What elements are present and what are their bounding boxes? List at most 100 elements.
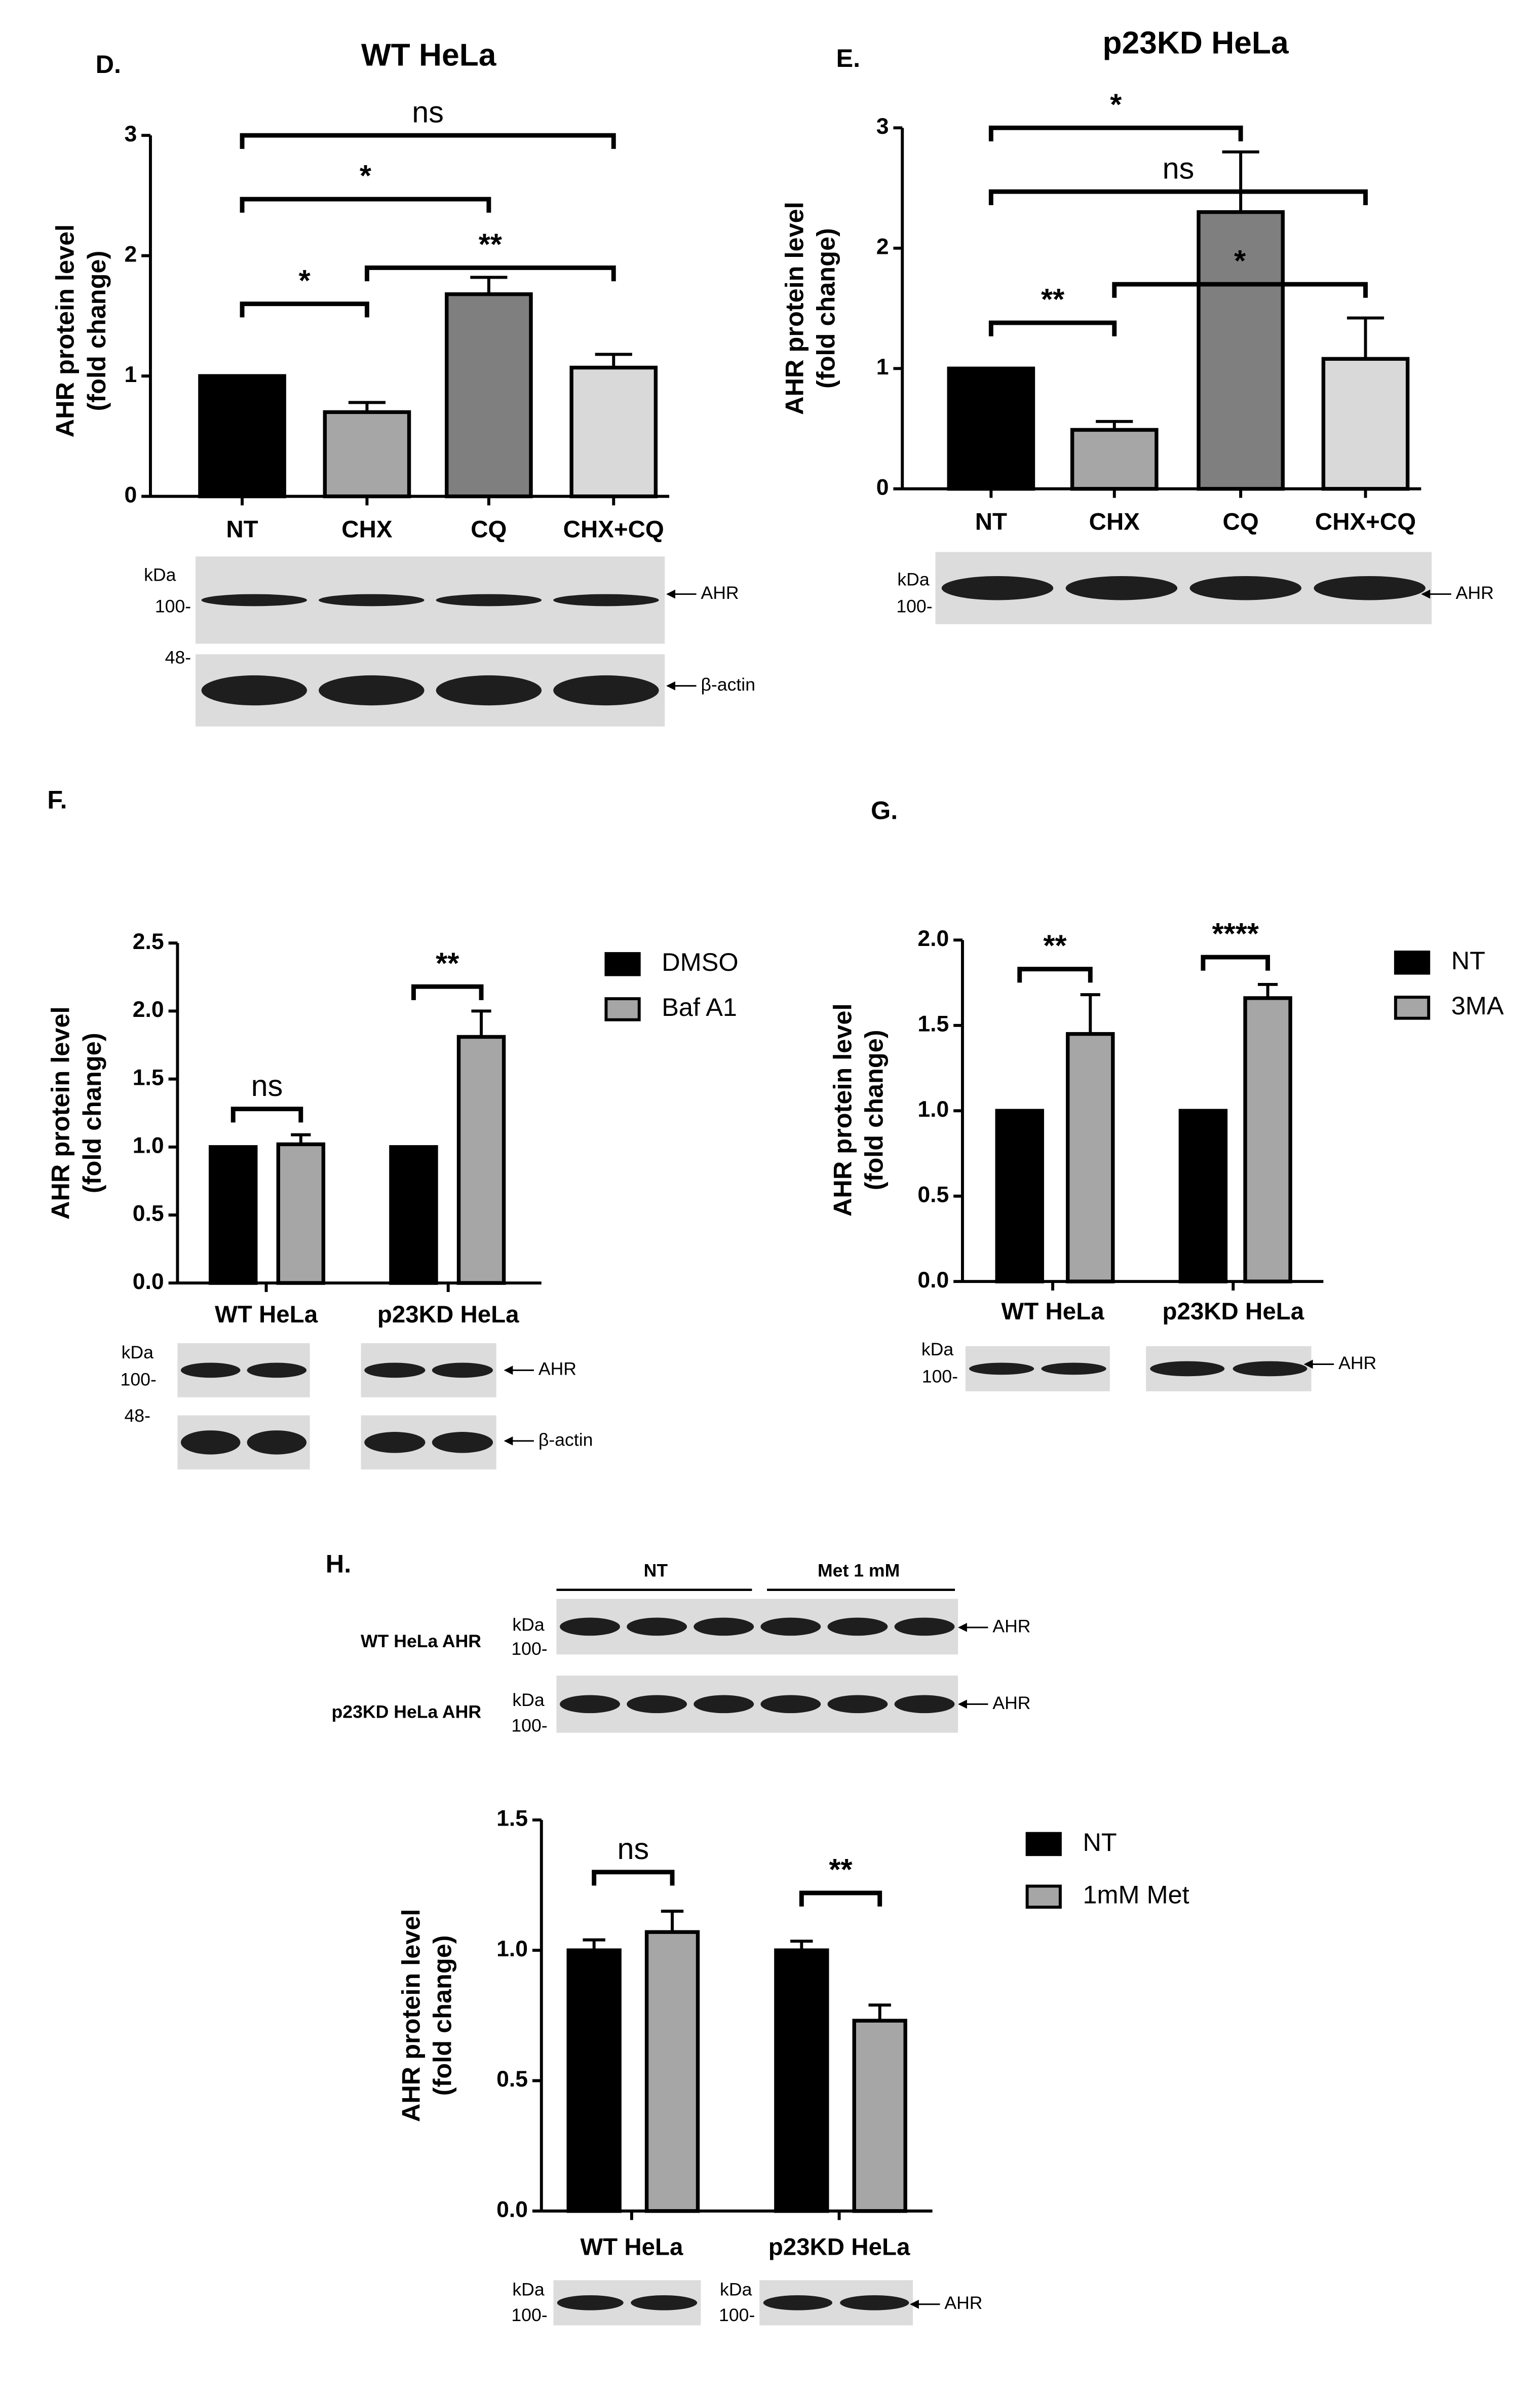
error-bar [595,353,632,368]
blot-label: 100- [511,1639,547,1659]
x-tick-label: WT HeLa [215,1301,318,1328]
blot-band [557,2295,624,2310]
blot-label: AHR [1338,1353,1376,1373]
legend-swatch [1394,951,1431,975]
blot-band [1065,576,1178,600]
blot-label: kDa [512,2279,545,2299]
blot-label: AHR [992,1616,1030,1636]
y-axis-label: (fold change) [428,1935,457,2096]
error-bar [1096,420,1133,430]
blot-label: kDa [512,1614,545,1635]
blot-label: kDa [144,564,176,585]
significance-bracket [799,1890,882,1907]
arrow-head [910,2299,919,2309]
blot-band [247,1430,307,1455]
panel-label: G. [871,795,898,824]
error-bar [868,2003,891,2021]
blot-label: 48- [165,648,191,668]
blot-label: kDa [897,569,930,589]
y-tick-label: 2 [124,242,137,267]
bar [852,2019,907,2213]
blot-label: AHR [1456,583,1494,603]
y-tick-label: 0.0 [496,2197,528,2222]
blot-band [760,1617,821,1636]
y-tick-label: 2.0 [133,997,164,1022]
y-tick-label: 1.5 [133,1065,164,1090]
panel-label: H. [326,1549,351,1578]
error-bar [291,1133,311,1145]
significance-label: ** [1041,282,1065,316]
blot-band [941,576,1054,600]
blot-band [694,1695,754,1714]
blot-band [631,2295,698,2310]
y-tick-label: 1 [124,362,137,387]
y-tick-label: 1.0 [133,1133,164,1158]
blot-band [436,594,542,606]
blot-band [1189,576,1302,600]
bar [389,1145,438,1285]
blot-header: Met 1 mM [818,1561,900,1581]
legend-swatch [604,952,641,976]
y-axis-label: (fold change) [78,1033,106,1193]
error-bar [1222,150,1259,212]
chart-title: p23KD HeLa [1103,26,1289,61]
y-tick-label: 1.0 [917,1097,949,1122]
y-tick-label: 1.0 [496,1937,528,1961]
blot-band [319,675,425,706]
significance-label: * [1234,244,1246,278]
bar [1178,1109,1228,1283]
blot-label: 100- [511,1715,547,1735]
blot-label: 100- [511,2305,547,2325]
y-tick-label: 1.5 [917,1012,949,1037]
y-tick-label: 0 [876,475,889,500]
blot-band [1150,1361,1225,1377]
x-tick-label: WT HeLa [580,2234,683,2261]
bar [774,1948,829,2213]
significance-label: ns [1163,151,1195,185]
blot-label: AHR [538,1359,576,1379]
x-tick-label: CHX [341,516,393,543]
arrow-head [666,681,675,691]
bar [1321,357,1410,491]
bar [995,1109,1045,1283]
blot-band [827,1617,888,1636]
error-bar [1346,316,1384,359]
blot-band [969,1362,1034,1375]
y-axis-label: AHR protein level [46,1006,75,1220]
legend-label: 1mM Met [1083,1880,1189,1909]
significance-label: * [1110,87,1122,121]
bar [1066,1032,1115,1283]
significance-bracket [364,265,616,282]
legend-label: 3MA [1451,991,1504,1020]
bar [1243,996,1292,1283]
bar [569,365,658,499]
significance-bracket [411,984,484,1000]
bar [456,1035,506,1285]
significance-label: ns [412,95,444,129]
blot-label: AHR [944,2293,982,2313]
blot-band [247,1362,307,1378]
blot-label: β-actin [538,1429,593,1450]
x-tick-label: CQ [471,516,507,543]
significance-bracket [1112,282,1368,298]
bar [276,1142,326,1285]
blot-band [1233,1361,1307,1377]
error-bar [790,1940,813,1951]
blot-band [553,675,659,706]
arrow-head [1303,1359,1313,1369]
bar [198,374,286,499]
y-axis-label: AHR protein level [51,224,80,438]
blot-band [560,1617,620,1636]
blot-band [364,1362,426,1378]
error-bar [583,1938,605,1951]
y-axis-label: AHR protein level [780,202,808,415]
x-tick-label: p23KD HeLa [1162,1298,1304,1325]
blot-band [894,1695,955,1714]
y-tick-label: 0.5 [917,1182,949,1207]
blot-band [627,1695,687,1714]
blot-row-label: p23KD HeLa AHR [332,1702,481,1722]
legend-label: NT [1083,1828,1116,1856]
blot-label: kDa [720,2279,752,2299]
blot-label: kDa [921,1339,954,1359]
error-bar [348,401,386,412]
